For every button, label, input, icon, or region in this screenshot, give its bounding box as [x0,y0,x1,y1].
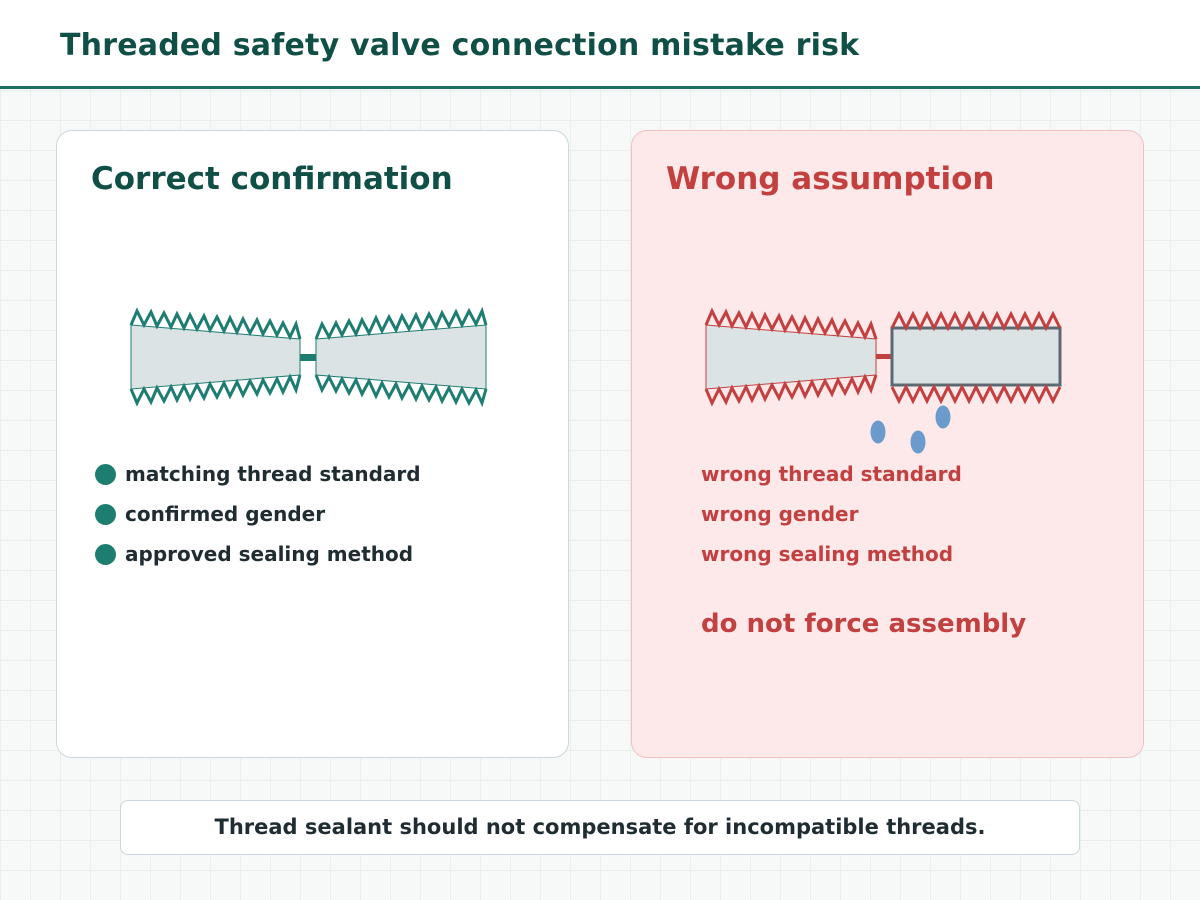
checklist-item: approved sealing method [95,541,413,567]
footer-note: Thread sealant should not compensate for… [120,800,1080,855]
checklist-item: matching thread standard [95,461,421,487]
male-thread-body [130,324,301,390]
straight-part-bottom-teeth [890,383,1062,405]
leak-drop-icon [935,405,951,429]
correct-panel: Correct confirmation matching thread sta… [56,130,569,758]
male-thread-top-teeth [129,307,302,341]
wrong-item-label: wrong gender [701,502,859,526]
check-dot-icon [95,464,116,485]
checklist-item-label: confirmed gender [125,502,326,526]
check-dot-icon [95,544,116,565]
correct-thread-diagram [129,306,488,408]
wrong-panel-title: Wrong assumption [666,161,995,197]
male-thread-bottom-teeth [129,373,302,407]
mismatched-straight-part [890,326,1062,387]
male-thread-bottom-teeth [704,373,878,407]
male-thread-top-teeth [704,307,878,341]
checklist-item: confirmed gender [95,501,325,527]
header-bar: Threaded safety valve connection mistake… [0,0,1200,89]
check-dot-icon [95,504,116,525]
checklist-item-label: approved sealing method [125,542,414,566]
leak-drop-icon [910,430,926,454]
female-thread-top-teeth [314,306,488,341]
coupling-link [300,354,316,361]
leak-drop-icon [870,420,886,444]
straight-part-top-teeth [890,310,1062,332]
warning-text: do not force assembly [701,609,1027,639]
checklist-item-label: matching thread standard [125,462,421,486]
female-thread-bottom-teeth [314,373,488,408]
wrong-item-label: wrong thread standard [701,462,962,486]
wrong-item-label: wrong sealing method [701,542,954,566]
gap-link [876,354,892,359]
wrong-panel: Wrong assumption wrong thread standard w… [631,130,1144,758]
correct-panel-title: Correct confirmation [91,161,453,197]
wrong-thread-diagram [704,307,1062,454]
page-title: Threaded safety valve connection mistake… [60,28,860,63]
